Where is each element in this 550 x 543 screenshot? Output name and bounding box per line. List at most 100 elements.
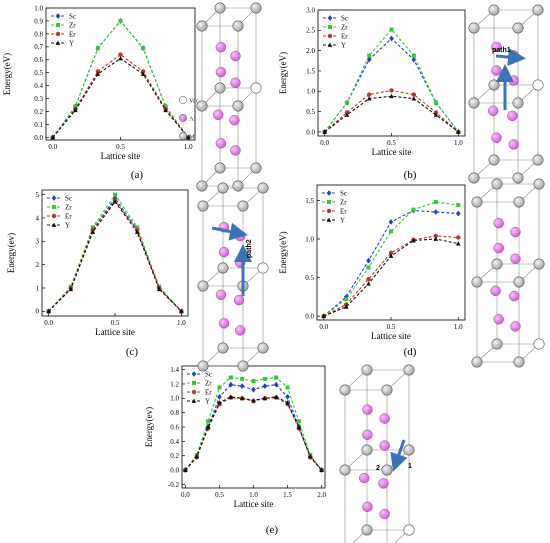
data-point-er	[140, 69, 146, 74]
y-tick-label: 1.0	[170, 395, 179, 403]
al-atom	[468, 172, 480, 184]
y-tick-label: 0.5	[34, 69, 43, 77]
al-atom	[513, 356, 525, 368]
data-point-y	[205, 424, 211, 429]
chart-4: 0.0 0.5 1.0 0.0 0.5 1.0 1.5 Lattice site Energy(…	[278, 184, 466, 358]
y-tick-label: 0.2	[34, 108, 43, 116]
data-point-zr	[163, 104, 168, 109]
atom-legend-swatch	[179, 96, 187, 104]
al-atom	[533, 178, 545, 190]
x-axis-label: Lattice site	[234, 499, 274, 509]
legend-marker	[55, 40, 61, 45]
legend-label: Zr	[69, 22, 76, 30]
al-atom	[361, 444, 373, 456]
legend-label: Zr	[65, 204, 72, 212]
y-tick-label: 0.4	[34, 82, 43, 90]
al-atom	[471, 196, 483, 208]
al-atom	[197, 280, 209, 292]
atom-legend-swatch	[179, 114, 187, 122]
data-point-zr	[274, 375, 279, 380]
m-atom	[229, 114, 240, 126]
data-point-zr	[411, 207, 416, 212]
chart-3: 0.0 0.5 1.0 0 1 2 3 4 5 Lattice site Energy(ev) ScZ…	[6, 189, 189, 358]
al-atom	[381, 384, 393, 396]
y-axis-label: Energy(eV)	[278, 52, 288, 94]
m-atom	[510, 321, 521, 332]
al-atom	[232, 180, 244, 192]
data-point-y	[262, 395, 268, 401]
y-tick-label: 0.3	[34, 95, 43, 103]
x-axis-label: Lattice site	[95, 327, 135, 337]
m-atom	[234, 325, 246, 336]
data-point-sc	[217, 393, 222, 400]
legend-marker	[56, 23, 60, 27]
data-point-zr	[344, 100, 349, 105]
data-point-er	[366, 92, 372, 97]
y-axis-label: Energy(ev)	[144, 407, 154, 447]
data-point-y	[90, 229, 96, 234]
al-atom	[250, 162, 262, 174]
data-point-zr	[367, 53, 372, 58]
m-atom	[362, 404, 373, 415]
legend-marker	[328, 25, 332, 29]
legend-label: Er	[205, 389, 212, 397]
x-tick-label: 0.5	[215, 491, 224, 499]
legend-marker	[326, 190, 332, 196]
m-atom	[218, 318, 230, 329]
m-atom	[493, 217, 504, 229]
y-tick-label: 2.0	[306, 47, 315, 55]
al-atom	[488, 79, 500, 91]
x-tick-label: 0.0	[319, 323, 328, 331]
legend-marker	[51, 213, 57, 219]
legend-marker	[326, 208, 332, 214]
legend-label: Sc	[205, 371, 212, 379]
y-tick-label: 1.5	[306, 67, 315, 75]
legend-label: Er	[340, 208, 347, 216]
data-point-y	[163, 107, 168, 113]
atom-legend-swatch	[179, 132, 187, 140]
series-line-sc	[324, 37, 459, 133]
m-atom	[230, 145, 241, 156]
al-atom	[197, 200, 209, 212]
legend-label: Zr	[205, 380, 212, 388]
data-point-zr	[433, 199, 438, 204]
data-point-er	[456, 235, 461, 240]
al-atom	[214, 162, 226, 174]
data-point-y	[321, 313, 327, 319]
x-tick-label: 0.0	[320, 139, 329, 147]
m-atom	[233, 294, 245, 306]
al-atom	[512, 172, 524, 184]
crystal-cell: path1	[468, 4, 544, 184]
data-point-y	[73, 107, 78, 113]
y-axis-label: Energy(eV)	[2, 53, 12, 95]
al-atom	[468, 22, 480, 34]
m-atom	[215, 66, 227, 78]
legend-label: Zr	[340, 199, 347, 207]
m-atom	[230, 50, 241, 62]
y-tick-label: -0.2	[168, 481, 180, 489]
data-point-y	[366, 96, 372, 101]
data-point-y	[228, 394, 234, 399]
data-point-y	[322, 129, 327, 134]
m-atom	[379, 413, 390, 424]
x-axis-label: Lattice site	[371, 331, 411, 341]
legend-label: Y	[205, 398, 210, 406]
y-tick-label: 0.4	[170, 438, 179, 446]
al-atom	[257, 182, 269, 194]
series-line-y	[323, 238, 459, 317]
data-point-zr	[262, 376, 267, 381]
data-point-sc	[366, 257, 371, 264]
x-tick-label: 0.0	[48, 143, 57, 151]
data-point-y	[285, 400, 290, 405]
data-point-sc	[411, 56, 417, 63]
x-tick-label: 1.0	[184, 143, 193, 151]
m-atom	[510, 253, 521, 264]
vacancy-atom	[533, 338, 545, 350]
crystal-cell: path2	[197, 182, 269, 372]
y-tick-label: 1.5	[305, 197, 314, 205]
al-atom	[217, 182, 229, 194]
data-point-y	[134, 229, 140, 234]
y-tick-label: 0.0	[34, 134, 43, 142]
